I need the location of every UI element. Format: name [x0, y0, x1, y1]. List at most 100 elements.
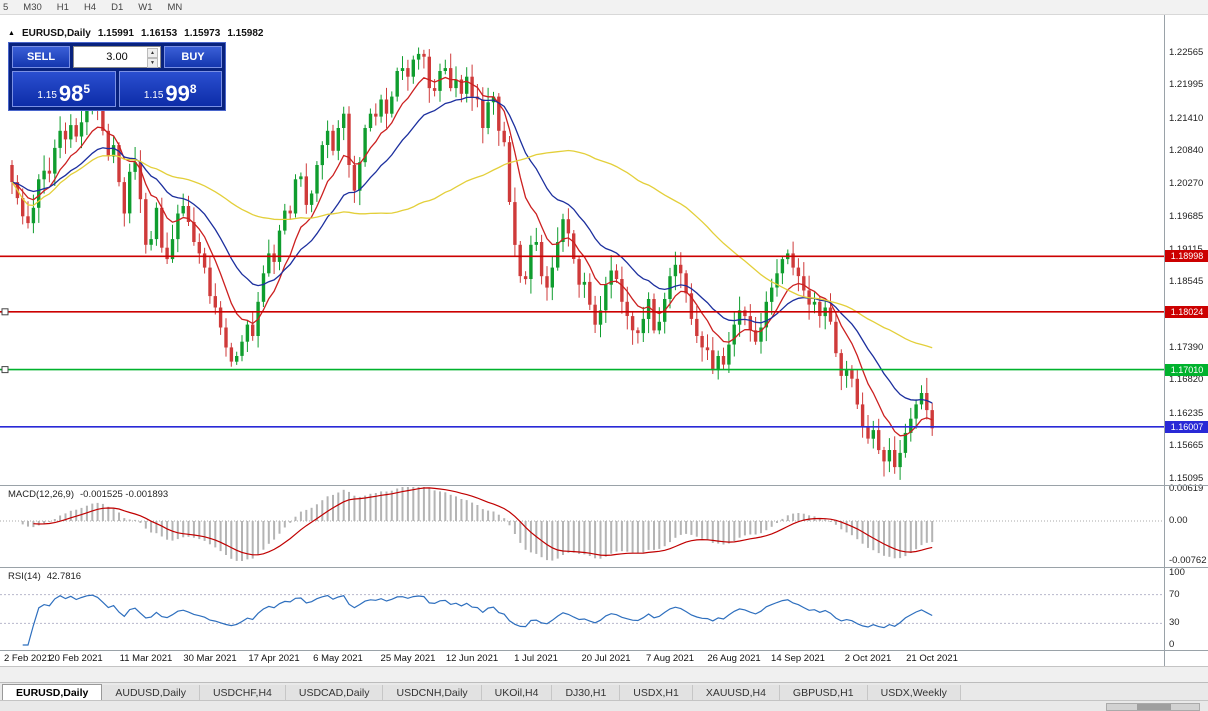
bid-price-big: 98 [58, 81, 84, 106]
pane-divider[interactable] [0, 567, 1208, 568]
macd-scale-label: 0.00 [1169, 515, 1188, 526]
volume-increase-button[interactable]: ▲ [147, 48, 158, 58]
price-scale-label: 1.20270 [1169, 178, 1204, 189]
chart-tab-usdx-weekly[interactable]: USDX,Weekly [867, 685, 961, 700]
macd-chart[interactable] [0, 486, 1164, 567]
scrollbar-thumb[interactable] [1137, 704, 1171, 710]
timeframe-h1[interactable]: H1 [56, 1, 69, 13]
rsi-chart[interactable] [0, 568, 1164, 650]
sell-button[interactable]: SELL [12, 46, 70, 68]
bid-price-sup: 5 [83, 82, 91, 96]
status-bar [0, 700, 1208, 711]
date-axis-label: 14 Sep 2021 [771, 653, 825, 664]
rsi-scale-label: 100 [1169, 567, 1185, 578]
ohlc-low: 1.15973 [184, 28, 221, 39]
price-scale-label: 1.19685 [1169, 211, 1204, 222]
chart-tab-usdchf-h4[interactable]: USDCHF,H4 [199, 685, 286, 700]
ohlc-high: 1.16153 [141, 28, 178, 39]
horizontal-scrollbar[interactable] [1106, 703, 1200, 711]
date-axis-label: 26 Aug 2021 [707, 653, 761, 664]
timeframe-h4[interactable]: H4 [83, 1, 97, 13]
timeframe-toolbar: 5 M30 H1 H4 D1 W1 MN [0, 0, 1208, 15]
chart-scroll-gap [0, 666, 1208, 682]
price-scale-label: 1.16235 [1169, 408, 1204, 419]
hline-price-badge: 1.18024 [1165, 306, 1208, 318]
price-scale-label: 1.21410 [1169, 113, 1204, 124]
ask-price-big: 99 [165, 81, 190, 106]
date-axis-label: 25 May 2021 [380, 653, 436, 664]
date-axis-label: 17 Apr 2021 [248, 653, 300, 664]
ohlc-close: 1.15982 [227, 28, 264, 39]
date-axis-label: 2 Oct 2021 [844, 653, 892, 664]
date-axis: 2 Feb 2021 20 Feb 2021 11 Mar 2021 30 Mar 2… [0, 651, 1164, 666]
one-click-trading-panel: SELL 3.00 ▲ ▼ BUY 1.15 98 5 1.15 [8, 42, 226, 111]
date-axis-label: 12 Jun 2021 [445, 653, 499, 664]
rsi-value: 42.7816 [46, 571, 82, 582]
chart-tab-usdx-h1[interactable]: USDX,H1 [620, 685, 693, 700]
timeframe-m30[interactable]: M30 [23, 1, 42, 13]
ask-price-prefix: 1.15 [143, 90, 164, 101]
macd-label: MACD(12,26,9) -0.001525 -0.001893 [8, 489, 168, 500]
hline-price-badge: 1.17010 [1165, 364, 1208, 376]
price-scale-label: 1.15095 [1169, 473, 1204, 484]
date-axis-label: 6 May 2021 [313, 653, 363, 664]
chart-tab-audusd-daily[interactable]: AUDUSD,Daily [102, 685, 200, 700]
buy-button[interactable]: BUY [164, 46, 222, 68]
rsi-name: RSI(14) [8, 571, 41, 582]
macd-indicator-pane[interactable] [0, 486, 1164, 567]
bid-price-prefix: 1.15 [37, 90, 57, 101]
volume-decrease-button[interactable]: ▼ [147, 58, 158, 68]
chart-tab-dj30-h1[interactable]: DJ30,H1 [552, 685, 621, 700]
sell-price-button[interactable]: 1.15 98 5 [12, 71, 116, 107]
ohlc-open: 1.15991 [97, 28, 134, 39]
rsi-scale-label: 70 [1169, 589, 1180, 600]
chart-tab-gbpusd-h1[interactable]: GBPUSD,H1 [779, 685, 868, 700]
price-scale-label: 1.22565 [1169, 47, 1204, 58]
price-scale-label: 1.20840 [1169, 145, 1204, 156]
hline-price-badge: 1.16007 [1165, 421, 1208, 433]
pane-divider[interactable] [0, 650, 1208, 651]
price-scale-label: 1.19115 [1169, 245, 1203, 255]
chart-tab-eurusd-daily[interactable]: EURUSD,Daily [2, 684, 103, 700]
chart-title-overlay: ▲ EURUSD,Daily 1.15991 1.16153 1.15973 1… [8, 28, 263, 39]
date-axis-label: 7 Aug 2021 [645, 653, 695, 664]
rsi-label: RSI(14) 42.7816 [8, 571, 81, 582]
chart-tab-usdcad-daily[interactable]: USDCAD,Daily [285, 685, 384, 700]
timeframe-d1[interactable]: D1 [111, 1, 124, 13]
timeframe-5[interactable]: 5 [3, 1, 9, 13]
macd-scale-label: -0.00762 [1169, 555, 1207, 566]
price-scale-label: 1.21995 [1169, 79, 1204, 90]
chart-tab-bar: EURUSD,Daily AUDUSD,Daily USDCHF,H4 USDCAD,… [0, 682, 1208, 700]
date-axis-label: 1 Jul 2021 [514, 653, 558, 664]
candlestick-chart[interactable] [0, 15, 1164, 485]
rsi-scale-label: 0 [1169, 639, 1175, 650]
date-axis-label: 2 Feb 2021 [3, 653, 53, 664]
pane-divider[interactable] [0, 485, 1208, 486]
price-chart-pane[interactable] [0, 15, 1164, 485]
buy-price-button[interactable]: 1.15 99 8 [118, 71, 222, 107]
price-scale-label: 1.15665 [1169, 440, 1204, 451]
volume-input[interactable]: 3.00 ▲ ▼ [73, 46, 161, 68]
macd-values: -0.001525 -0.001893 [80, 489, 169, 500]
chart-tab-xauusd-h4[interactable]: XAUUSD,H4 [692, 685, 780, 700]
volume-value: 3.00 [106, 51, 128, 63]
timeframe-w1[interactable]: W1 [138, 1, 153, 13]
date-axis-label: 20 Feb 2021 [49, 653, 103, 664]
macd-scale-label: 0.00619 [1169, 483, 1204, 494]
date-axis-label: 20 Jul 2021 [581, 653, 631, 664]
chart-window[interactable]: ▲ EURUSD,Daily 1.15991 1.16153 1.15973 1… [0, 15, 1208, 666]
macd-name: MACD(12,26,9) [8, 489, 74, 500]
timeframe-mn[interactable]: MN [167, 1, 183, 13]
rsi-indicator-pane[interactable] [0, 568, 1164, 650]
ask-price-sup: 8 [189, 82, 197, 96]
price-scale[interactable]: 1.22565 1.21995 1.21410 1.20840 1.20270 1.196… [1164, 15, 1208, 666]
price-scale-label: 1.17390 [1169, 342, 1204, 353]
chart-tab-ukoil-h4[interactable]: UKOil,H4 [481, 685, 553, 700]
hline-price-badge: 1.18998 [1165, 250, 1208, 262]
trade-panel-toggle-icon[interactable]: ▲ [8, 30, 15, 37]
date-axis-label: 21 Oct 2021 [906, 653, 958, 664]
chart-tab-usdcnh-daily[interactable]: USDCNH,Daily [383, 685, 482, 700]
rsi-scale-label: 30 [1169, 617, 1180, 628]
date-axis-label: 30 Mar 2021 [183, 653, 237, 664]
